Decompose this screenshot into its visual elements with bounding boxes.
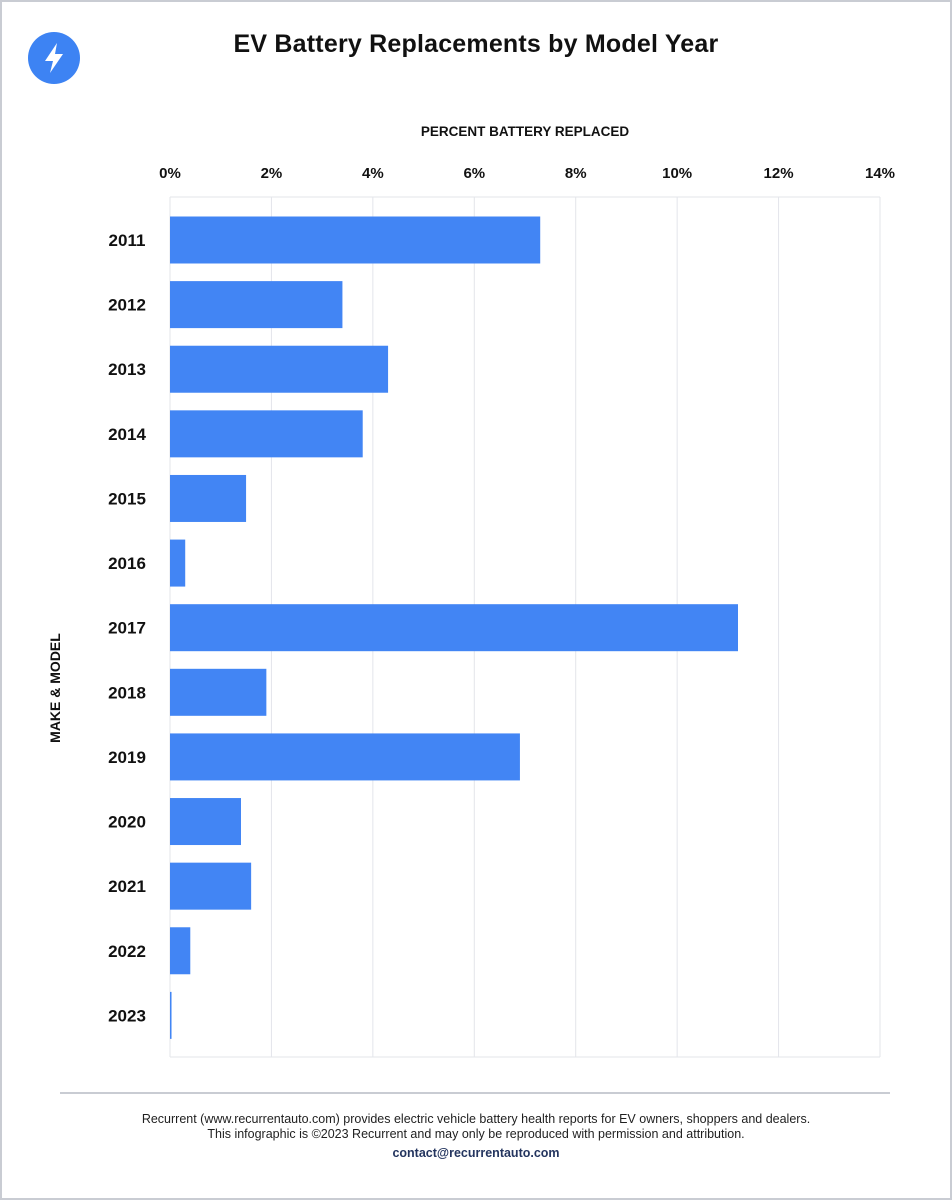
y-tick-label: 2016 <box>108 554 146 573</box>
x-tick-label: 12% <box>764 165 794 182</box>
x-tick-label: 8% <box>565 165 587 182</box>
x-tick-label: 14% <box>865 165 895 182</box>
bar-2016 <box>170 539 186 587</box>
x-tick-label: 10% <box>662 165 692 182</box>
y-tick-label: 2023 <box>108 1006 146 1025</box>
y-tick-label: 2018 <box>108 683 146 702</box>
recurrent-logo <box>28 32 80 84</box>
y-tick-label: 2017 <box>108 619 146 638</box>
y-tick-label: 2020 <box>108 813 146 832</box>
bar-2015 <box>170 474 247 522</box>
x-tick-label: 4% <box>362 165 384 182</box>
footer-divider <box>60 1092 890 1094</box>
bar-2013 <box>170 345 389 393</box>
y-tick-label: 2021 <box>108 877 146 896</box>
y-axis-label: MAKE & MODEL <box>47 633 63 743</box>
y-tick-label: 2022 <box>108 942 146 961</box>
lightning-bolt-icon <box>28 32 80 84</box>
y-tick-label: 2014 <box>108 425 146 444</box>
bar-2014 <box>170 410 363 458</box>
bar-2019 <box>170 733 520 781</box>
bar-2022 <box>170 927 191 975</box>
chart-title: EV Battery Replacements by Model Year <box>233 30 719 58</box>
bar-2018 <box>170 668 267 716</box>
bar-2020 <box>170 798 241 846</box>
x-tick-label: 0% <box>159 165 181 182</box>
bar-2012 <box>170 281 343 329</box>
x-axis-label: PERCENT BATTERY REPLACED <box>421 124 630 139</box>
y-tick-label: 2013 <box>108 360 146 379</box>
bar-2017 <box>170 604 738 652</box>
contact-email[interactable]: contact@recurrentauto.com <box>392 1146 560 1160</box>
bar-2011 <box>170 216 541 264</box>
y-tick-label: 2015 <box>108 489 146 508</box>
x-tick-label: 2% <box>261 165 283 182</box>
bar-2021 <box>170 862 252 910</box>
x-tick-label: 6% <box>463 165 485 182</box>
y-tick-label: 2012 <box>108 296 146 315</box>
bar-2023 <box>170 991 172 1039</box>
footer-copyright: This infographic is ©2023 Recurrent and … <box>207 1127 745 1141</box>
bar-chart: 0% 2% 4% 6% 8% 10% 12% 14% PERCENT BATTERY REPLA… <box>47 124 895 1058</box>
y-tick-label: 2011 <box>109 231 146 250</box>
footer-description: Recurrent (www.recurrentauto.com) provid… <box>141 1112 811 1126</box>
y-tick-label: 2019 <box>108 748 146 767</box>
